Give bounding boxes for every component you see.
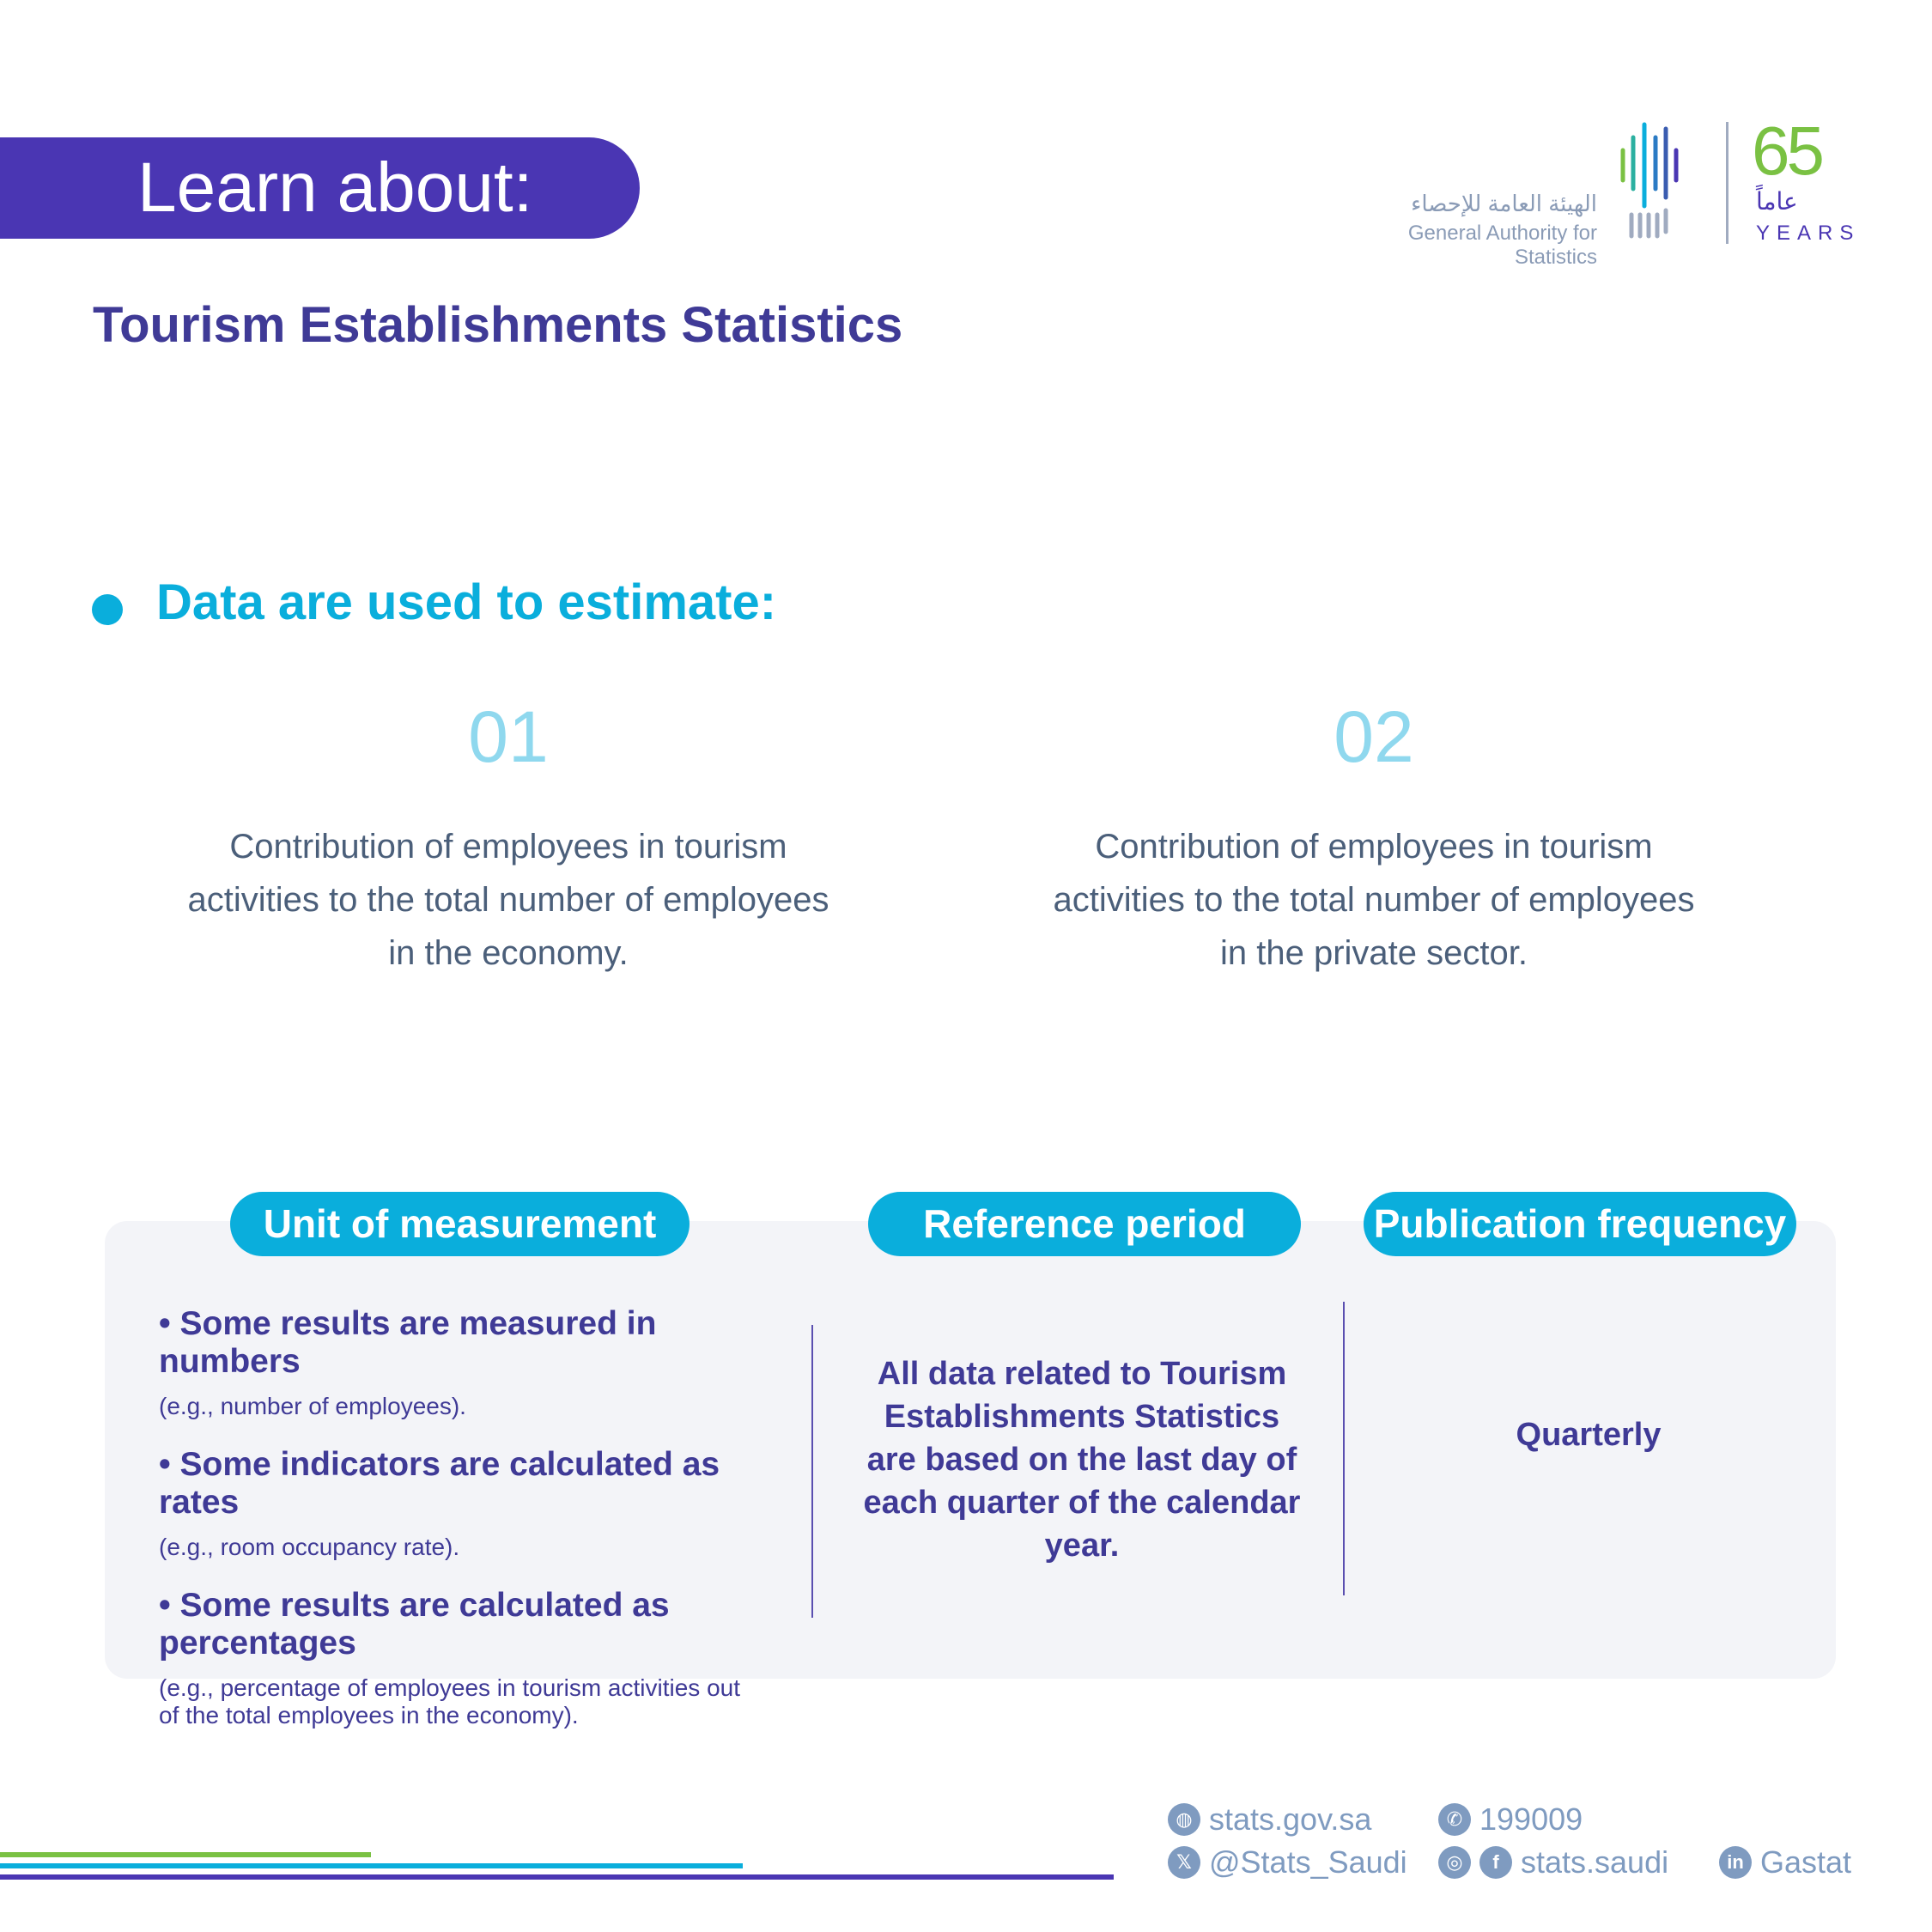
linkedin-text: Gastat <box>1760 1844 1852 1880</box>
info-panel <box>105 1221 1836 1679</box>
facebook-icon: f <box>1479 1846 1512 1879</box>
unit-bullet: • Some results are calculated as percent… <box>159 1587 670 1662</box>
reference-period-text: All data related to Tourism Establishmen… <box>863 1356 1301 1564</box>
section-heading: Data are used to estimate: <box>156 574 777 630</box>
gastat-emblem-icon <box>1620 122 1679 239</box>
unit-example: (e.g., percentage of employees in touris… <box>159 1674 741 1728</box>
item-number: 01 <box>468 696 549 777</box>
unit-list: • Some results are measured in numbers (… <box>159 1305 794 1755</box>
globe-icon: ◍ <box>1168 1803 1200 1836</box>
publication-frequency-label: Publication frequency <box>1364 1192 1796 1256</box>
bullet-dot-icon <box>92 594 123 625</box>
unit-bullet: • Some results are measured in numbers <box>159 1305 657 1380</box>
footer-line-purple <box>0 1874 1114 1880</box>
logo-arabic: الهيئة العامة للإحصاء <box>1411 191 1597 216</box>
learn-about-banner: Learn about: <box>0 137 640 239</box>
item-description: Contribution of employees in tourism act… <box>187 828 829 972</box>
publication-frequency-text: Quarterly <box>1516 1417 1662 1453</box>
item-description: Contribution of employees in tourism act… <box>1053 828 1695 972</box>
footer-website[interactable]: ◍ stats.gov.sa <box>1168 1801 1371 1838</box>
anniversary-number: 65 <box>1752 112 1825 189</box>
gastat-logo: الهيئة العامة للإحصاء General Authority … <box>1322 112 1855 269</box>
website-text: stats.gov.sa <box>1209 1801 1372 1837</box>
footer-linkedin[interactable]: in Gastat <box>1719 1844 1851 1880</box>
unit-example: (e.g., number of employees). <box>159 1393 466 1419</box>
phone-text: 199009 <box>1479 1801 1583 1837</box>
twitter-text: @Stats_Saudi <box>1209 1844 1407 1880</box>
anniversary-years: YEARS <box>1756 222 1861 245</box>
logo-divider <box>1726 122 1728 244</box>
footer-social[interactable]: ◎ f stats.saudi <box>1438 1844 1668 1880</box>
linkedin-icon: in <box>1719 1846 1752 1879</box>
unit-example: (e.g., room occupancy rate). <box>159 1534 460 1560</box>
footer-line-cyan <box>0 1863 743 1868</box>
anniversary-arabic: عاماً <box>1756 188 1798 215</box>
item-number: 02 <box>1334 696 1414 777</box>
unit-bullet: • Some indicators are calculated as rate… <box>159 1446 720 1521</box>
column-divider <box>1343 1302 1345 1595</box>
unit-of-measurement-label: Unit of measurement <box>230 1192 690 1256</box>
footer-phone[interactable]: ✆ 199009 <box>1438 1801 1583 1838</box>
x-icon: 𝕏 <box>1168 1846 1200 1879</box>
phone-icon: ✆ <box>1438 1803 1471 1836</box>
instagram-icon: ◎ <box>1438 1846 1471 1879</box>
footer-twitter[interactable]: 𝕏 @Stats_Saudi <box>1168 1844 1407 1880</box>
column-divider <box>811 1325 813 1618</box>
page-title: Tourism Establishments Statistics <box>93 297 903 353</box>
reference-period-label: Reference period <box>868 1192 1301 1256</box>
footer-line-green <box>0 1852 371 1857</box>
logo-english: General Authority for Statistics <box>1407 222 1597 269</box>
social-text: stats.saudi <box>1521 1844 1669 1880</box>
